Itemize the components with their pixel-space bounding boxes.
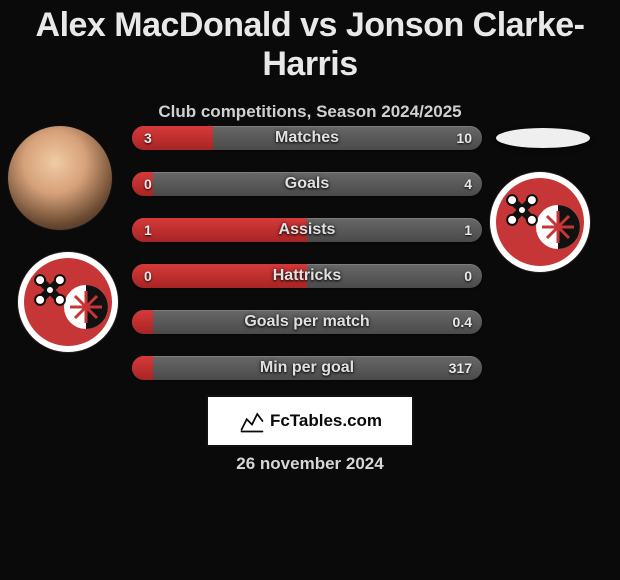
club-logo-left	[18, 252, 118, 352]
stat-value-right: 1	[464, 222, 472, 238]
stat-value-right: 0	[464, 268, 472, 284]
stat-fill-left	[132, 310, 153, 334]
stat-value-left: 0	[144, 176, 152, 192]
stat-value-left: 1	[144, 222, 152, 238]
rotherham-crest-icon	[18, 252, 118, 352]
stats-container: 3Matches100Goals41Assists10Hattricks0Goa…	[132, 126, 482, 380]
player-photo-right	[496, 128, 590, 148]
subtitle: Club competitions, Season 2024/2025	[0, 102, 620, 122]
stat-label: Min per goal	[260, 359, 354, 377]
date: 26 november 2024	[0, 454, 620, 474]
stat-row: 0 Goals 4	[132, 172, 482, 196]
stat-label: Assists	[279, 221, 336, 239]
player-photo-left	[8, 126, 112, 230]
stat-row: 1 Assists 1	[132, 218, 482, 242]
stat-row: 3 Matches 10	[132, 126, 482, 150]
page-title: Alex MacDonald vs Jonson Clarke-Harris	[0, 0, 620, 84]
rotherham-crest-icon	[490, 172, 590, 272]
stat-value-left: 0	[144, 268, 152, 284]
stat-label: Hattricks	[273, 267, 341, 285]
stat-value-left: 3	[144, 130, 152, 146]
stat-value-right: 4	[464, 176, 472, 192]
stat-label: Goals per match	[244, 313, 369, 331]
brand-text: FcTables.com	[270, 411, 382, 431]
stat-row: Goals per match 0.4	[132, 310, 482, 334]
stat-value-right: 10	[456, 130, 472, 146]
brand-box[interactable]: FcTables.com	[206, 395, 414, 447]
club-logo-right	[490, 172, 590, 272]
stat-value-right: 317	[449, 360, 472, 376]
stat-label: Goals	[285, 175, 329, 193]
stat-value-right: 0.4	[453, 314, 472, 330]
stat-row: 0 Hattricks 0	[132, 264, 482, 288]
stat-fill-left	[132, 356, 153, 380]
stat-row: Min per goal 317	[132, 356, 482, 380]
stat-label: Matches	[275, 129, 339, 147]
fctables-logo-icon	[238, 407, 266, 435]
